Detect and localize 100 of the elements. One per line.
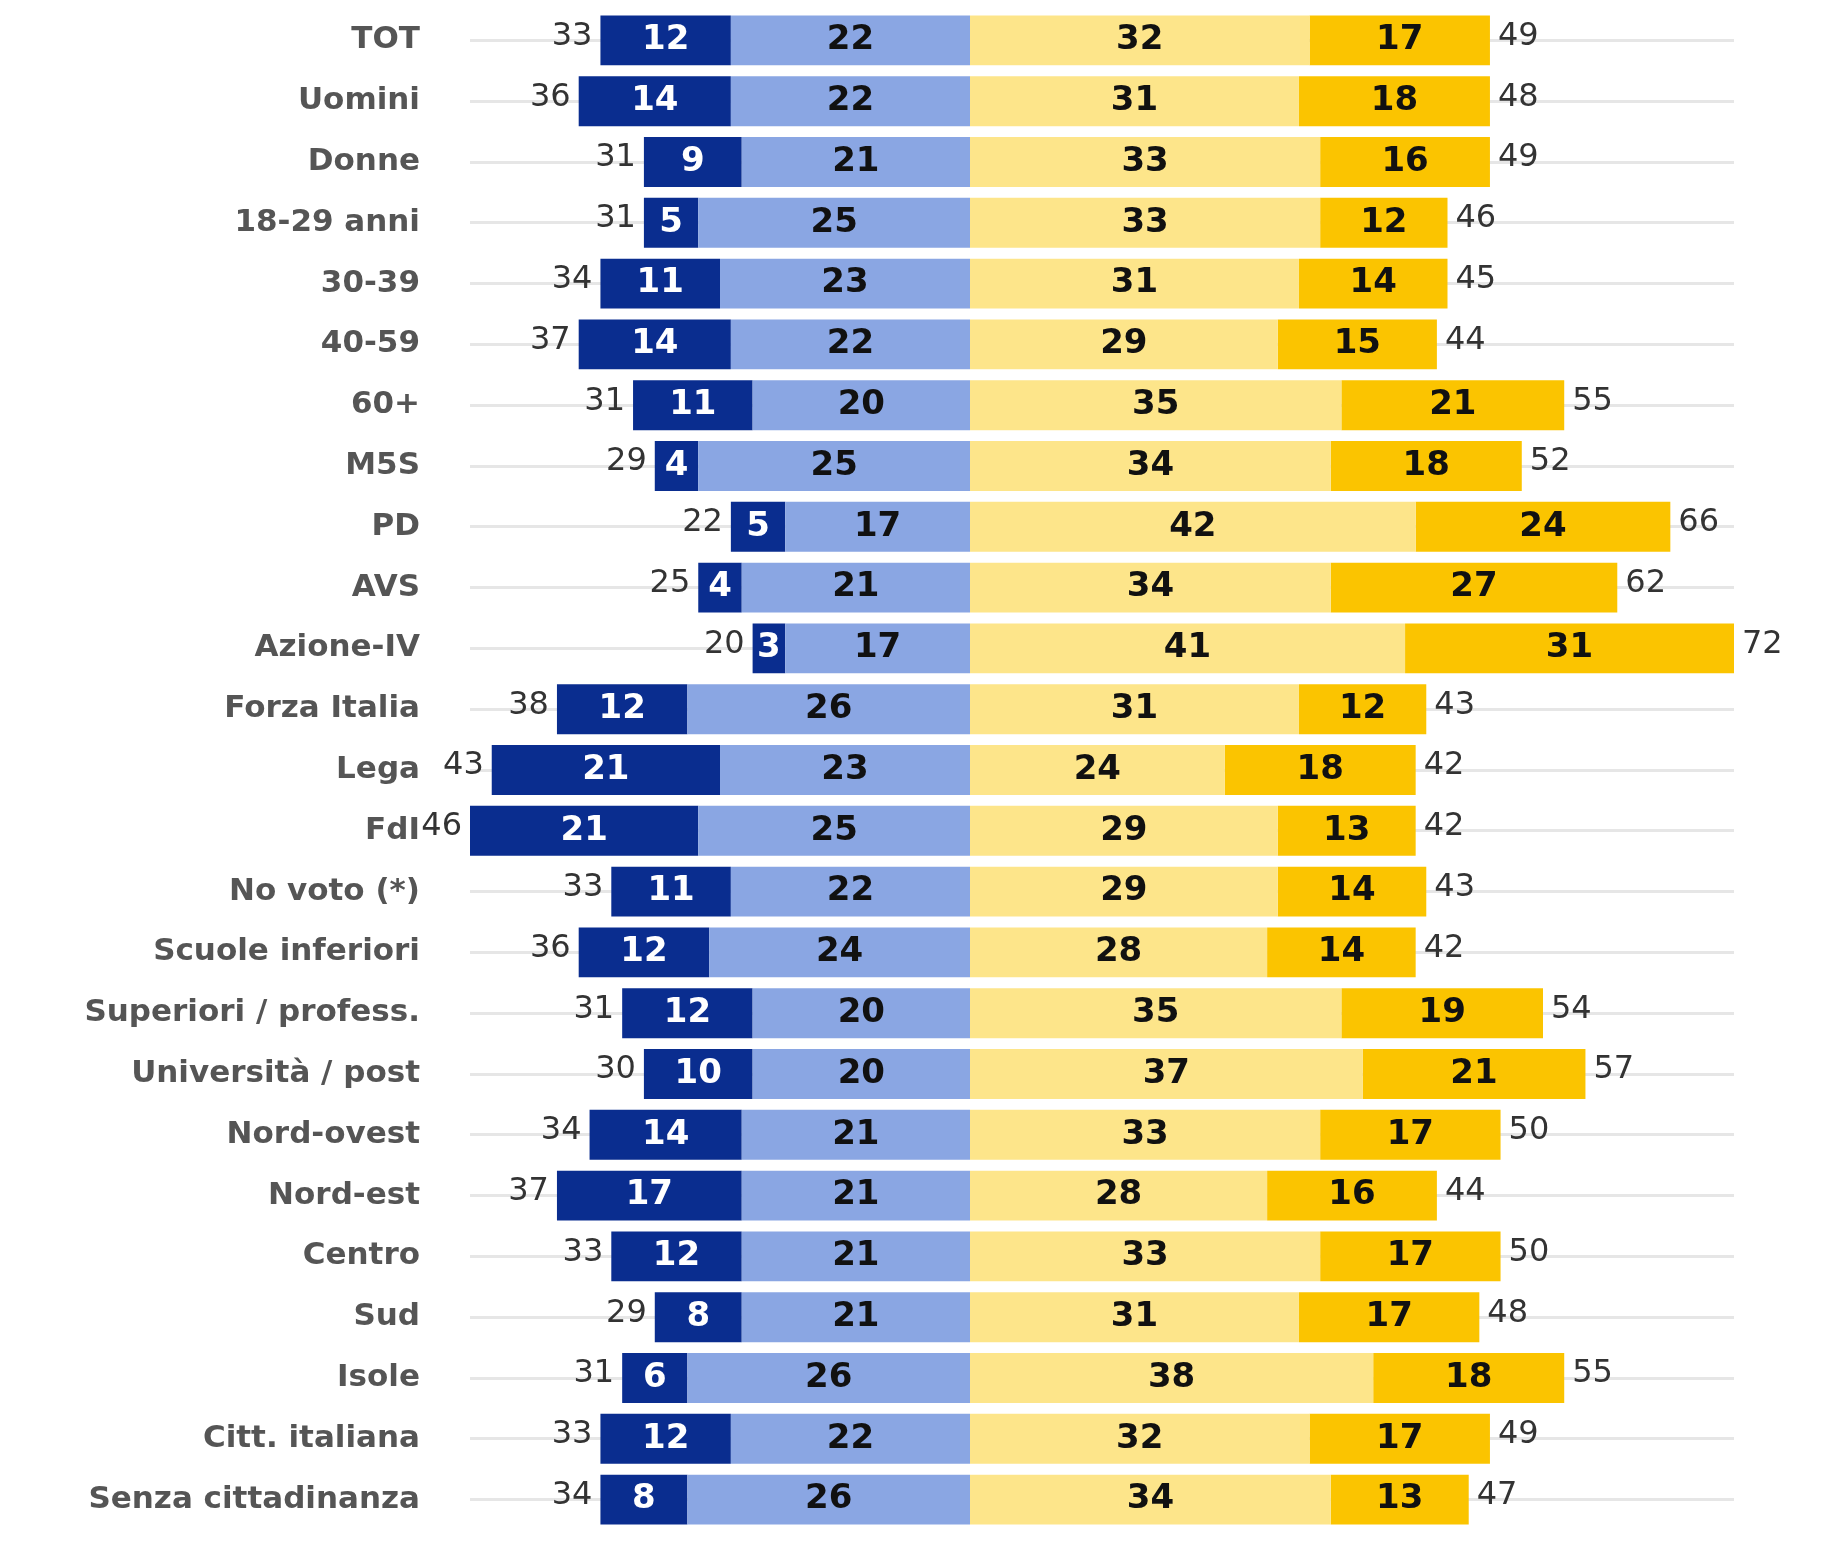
y-tick-label: Superiori / profess. — [84, 992, 420, 1029]
total-label: 37 — [508, 1169, 549, 1208]
total-label: 30 — [595, 1048, 636, 1087]
bar — [1373, 1353, 1565, 1403]
bar — [1309, 1413, 1490, 1464]
data-label: 34 — [1126, 564, 1175, 605]
total-label: 20 — [703, 622, 745, 661]
total-label: 29 — [606, 440, 647, 479]
data-label: 14 — [1317, 929, 1366, 970]
data-label: 29 — [1100, 807, 1148, 848]
data-label: 21 — [1429, 382, 1477, 423]
bar — [1320, 1109, 1501, 1160]
bar — [578, 319, 731, 370]
total-label: 42 — [1423, 805, 1465, 844]
y-tick-label: Sud — [353, 1296, 420, 1333]
total-label: 43 — [443, 744, 484, 783]
data-label: 31 — [1110, 1294, 1159, 1335]
data-label: 17 — [1376, 17, 1424, 58]
data-label: 21 — [560, 807, 608, 848]
total-label: 33 — [551, 1413, 593, 1452]
data-label: 33 — [1121, 138, 1169, 179]
total-label: 33 — [551, 14, 593, 53]
total-label: 22 — [682, 501, 723, 540]
y-tick-label: 30-39 — [320, 262, 420, 299]
bar — [1298, 76, 1490, 127]
data-label: 8 — [686, 1294, 711, 1335]
data-label: 31 — [1110, 260, 1159, 301]
bar — [1277, 805, 1416, 856]
bar — [1267, 1170, 1437, 1221]
data-label: 9 — [680, 138, 705, 179]
bar — [1362, 1049, 1586, 1099]
data-label: 22 — [826, 321, 875, 362]
data-label: 12 — [641, 1415, 690, 1456]
data-label: 16 — [1381, 138, 1429, 179]
total-label: 33 — [562, 1230, 604, 1269]
bar — [491, 745, 720, 795]
y-tick-label: M5S — [345, 445, 420, 482]
y-tick-label: FdI — [365, 809, 420, 846]
data-label: 12 — [1338, 686, 1387, 727]
data-label: 17 — [1386, 1233, 1435, 1274]
y-tick-label: Scuole inferiori — [153, 931, 420, 968]
total-label: 46 — [1455, 197, 1497, 236]
data-label: 26 — [805, 1476, 853, 1517]
data-label: 20 — [837, 990, 885, 1031]
data-label: 17 — [1386, 1111, 1435, 1152]
data-label: 26 — [805, 686, 853, 727]
y-tick-label: Azione-IV — [254, 627, 420, 664]
total-label: 29 — [606, 1291, 647, 1330]
data-label: 11 — [636, 260, 684, 301]
bar — [556, 1170, 742, 1221]
total-label: 31 — [595, 197, 636, 236]
data-label: 37 — [1142, 1050, 1190, 1091]
bar — [633, 380, 753, 431]
total-label: 49 — [1497, 136, 1539, 175]
data-label: 24 — [1519, 503, 1567, 544]
total-label: 31 — [595, 136, 636, 175]
data-label: 21 — [832, 1233, 880, 1274]
data-label: 35 — [1132, 990, 1180, 1031]
y-tick-label: Donne — [307, 141, 420, 178]
data-label: 23 — [821, 746, 869, 787]
bar — [1341, 988, 1543, 1039]
data-label: 23 — [821, 260, 869, 301]
y-tick-label: 18-29 anni — [234, 201, 420, 238]
total-label: 37 — [529, 318, 571, 357]
data-label: 8 — [632, 1476, 656, 1517]
bar — [1267, 927, 1416, 978]
data-label: 12 — [620, 929, 668, 970]
y-tick-label: Citt. italiana — [202, 1417, 420, 1454]
y-tick-label: 60+ — [350, 384, 420, 421]
bar — [622, 988, 753, 1039]
total-label: 33 — [562, 865, 604, 904]
total-label: 62 — [1625, 561, 1666, 600]
data-label: 14 — [1349, 260, 1397, 301]
data-label: 15 — [1333, 321, 1381, 362]
data-label: 13 — [1323, 807, 1371, 848]
total-label: 55 — [1572, 1352, 1613, 1391]
bar — [1415, 501, 1671, 552]
bar — [1330, 562, 1618, 613]
data-label: 21 — [832, 1111, 880, 1152]
total-label: 49 — [1497, 1413, 1539, 1452]
data-label: 24 — [815, 929, 864, 970]
data-label: 26 — [805, 1354, 853, 1395]
data-label: 18 — [1445, 1354, 1493, 1395]
total-label: 34 — [540, 1109, 582, 1148]
data-label: 41 — [1163, 625, 1212, 666]
data-label: 11 — [669, 382, 717, 423]
y-tick-label: PD — [371, 505, 420, 542]
data-label: 13 — [1376, 1476, 1424, 1517]
data-label: 6 — [642, 1354, 667, 1395]
total-label: 34 — [551, 1473, 593, 1512]
data-label: 42 — [1169, 503, 1217, 544]
total-label: 42 — [1423, 744, 1465, 783]
data-label: 4 — [664, 442, 689, 483]
data-label: 14 — [631, 78, 679, 119]
data-label: 17 — [1376, 1415, 1424, 1456]
total-label: 49 — [1497, 14, 1539, 53]
data-label: 21 — [832, 1172, 880, 1213]
bar — [1320, 137, 1490, 187]
data-label: 38 — [1147, 1354, 1196, 1395]
bar — [1277, 319, 1437, 370]
